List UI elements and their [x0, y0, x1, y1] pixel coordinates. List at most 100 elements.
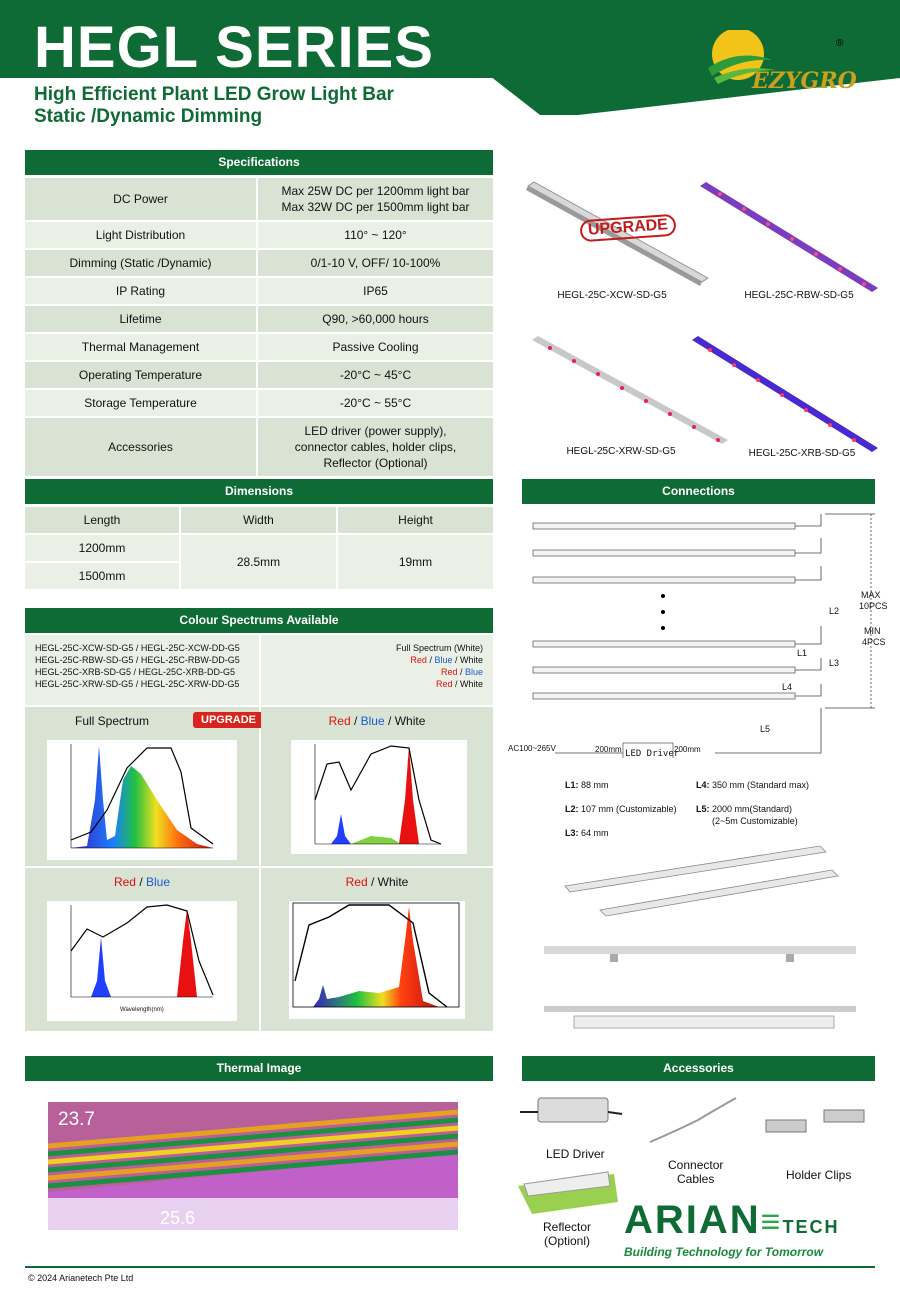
partner-name-part1: ARIAN — [624, 1198, 761, 1242]
legend-l2: L2: 107 mm (Customizable) — [565, 804, 677, 814]
legend-key: L4: — [696, 780, 710, 790]
spec-row-dc-power: DC Power Max 25W DC per 1200mm light bar… — [25, 178, 493, 220]
brand-name: EZYGRO — [752, 68, 857, 94]
spectrum-title: Red / Blue — [113, 875, 171, 889]
legend-l3: L3: 64 mm — [565, 828, 609, 838]
spectrum-name-rw: Red / White — [261, 678, 483, 690]
spectrum-panel-rbw: Red / Blue / White — [261, 707, 493, 866]
accessory-label-reflector: Reflector (Optionl) — [543, 1220, 591, 1248]
footer-copyright: © 2024 Arianetech Pte Ltd — [28, 1273, 134, 1283]
legend-key: L2: — [565, 804, 579, 814]
accessory-label-clips: Holder Clips — [786, 1168, 852, 1182]
spectrum-title: Red / White — [345, 875, 409, 889]
thermal-temp-low: 25.6 — [160, 1208, 196, 1228]
reflector-icon — [518, 1171, 618, 1214]
spec-value: IP65 — [363, 284, 388, 298]
spec-label: IP Rating — [25, 278, 258, 304]
ezygro-logo-icon — [708, 30, 776, 84]
chart-xlabel: Wavelength(nm) — [120, 1007, 164, 1013]
spec-value: -20°C ~ 55°C — [339, 396, 412, 410]
spectrum-chart-rbw — [291, 740, 467, 854]
page-subtitle-line1: High Efficient Plant LED Grow Light Bar — [34, 84, 394, 105]
accessory-label-line: Cables — [677, 1172, 715, 1186]
spectrum-name-rbw: Red / Blue / White — [261, 654, 483, 666]
spec-row-accessories: Accessories LED driver (power supply), c… — [25, 418, 493, 476]
dim-header-width: Width — [181, 507, 336, 533]
spec-value: 0/1-10 V, OFF/ 10-100% — [310, 256, 441, 270]
spec-row-dimming: Dimming (Static /Dynamic) 0/1-10 V, OFF/… — [25, 250, 493, 276]
spec-row-operating-temp: Operating Temperature -20°C ~ 45°C — [25, 362, 493, 388]
legend-l1: L1: 88 mm — [565, 780, 609, 790]
holder-clips-icon — [765, 1109, 865, 1133]
model-item: HEGL-25C-XRB-SD-G5 / HEGL-25C-XRB-DD-G5 — [35, 667, 236, 677]
thermal-image — [48, 1102, 458, 1230]
legend-value: 350 mm (Standard max) — [712, 780, 810, 790]
separator: / — [452, 655, 460, 665]
spec-label: Light Distribution — [25, 222, 258, 248]
spec-value-line: connector cables, holder clips, — [294, 440, 457, 454]
header-wedge — [490, 76, 900, 115]
product-caption: HEGL-25C-XRW-SD-G5 — [566, 446, 676, 457]
specifications-heading: Specifications — [25, 150, 493, 175]
led-driver-box-label: LED Driver — [625, 749, 680, 759]
mounting-illustration — [544, 845, 856, 1029]
spectrum-name-list: Full Spectrum (White) Red / Blue / White… — [261, 635, 493, 705]
spec-label: Operating Temperature — [25, 362, 258, 388]
red-word: Red — [113, 875, 136, 889]
spec-label: Accessories — [25, 418, 258, 476]
accessory-label-line: Reflector — [543, 1220, 592, 1234]
spectrum-name-full: Full Spectrum (White) — [395, 643, 483, 653]
spec-row-storage-temp: Storage Temperature -20°C ~ 55°C — [25, 390, 493, 416]
separator: / — [426, 655, 435, 665]
spec-row-ip-rating: IP Rating IP65 — [25, 278, 493, 304]
dim-width-value: 28.5mm — [181, 535, 336, 589]
spec-row-lifetime: Lifetime Q90, >60,000 hours — [25, 306, 493, 332]
spec-value: 110° ~ 120° — [344, 228, 407, 242]
dimensions-heading: Dimensions — [25, 479, 493, 504]
ac-input-label: AC100~265V — [508, 744, 556, 753]
accessories-heading: Accessories — [522, 1056, 875, 1081]
legend-key: L5: — [696, 804, 710, 814]
separator: / — [457, 667, 465, 677]
product-xrb-image — [692, 336, 878, 452]
segment-length: 200mm — [595, 745, 622, 754]
model-item: HEGL-25C-XRW-SD-G5 / HEGL-25C-XRW-DD-G5 — [35, 679, 240, 689]
spectrum-panel-full: Full Spectrum UPGRADE — [25, 707, 265, 866]
spec-value: -20°C ~ 45°C — [339, 368, 412, 382]
blue-word: Blue — [146, 875, 171, 889]
product-rbw-image — [700, 182, 878, 292]
product-caption: HEGL-25C-XRB-SD-G5 — [748, 448, 856, 459]
spec-row-light-distribution: Light Distribution 110° ~ 120° — [25, 222, 493, 248]
spectrum-chart-rw — [289, 901, 465, 1019]
product-caption: HEGL-25C-XCW-SD-G5 — [557, 290, 667, 301]
model-item: HEGL-25C-XCW-SD-G5 / HEGL-25C-XCW-DD-G5 — [35, 643, 240, 653]
spec-value: Passive Cooling — [332, 340, 419, 354]
spec-label: Thermal Management — [25, 334, 258, 360]
blue-word: Blue — [360, 714, 385, 728]
spec-label: Lifetime — [25, 306, 258, 332]
dim-length-1200: 1200mm — [25, 535, 179, 561]
legend-value: 88 mm — [581, 780, 609, 790]
spectrum-title: Red / Blue / White — [328, 714, 426, 728]
thermal-heading: Thermal Image — [25, 1056, 493, 1081]
colour-spectrums-heading: Colour Spectrums Available — [25, 608, 493, 633]
legend-value: 64 mm — [581, 828, 609, 838]
spec-value: Max 25W DC per 1200mm light bar Max 32W … — [258, 178, 493, 220]
red-word: Red — [435, 679, 453, 689]
led-driver-icon — [520, 1097, 623, 1123]
accessories-illustrations — [518, 1097, 865, 1214]
partner-logo: ARIAN≡TECH — [624, 1198, 840, 1243]
l2-tag: L2 — [829, 606, 840, 616]
spec-label: Dimming (Static /Dynamic) — [25, 250, 258, 276]
thermal-temp-high: 23.7 — [58, 1109, 95, 1130]
model-item: HEGL-25C-RBW-SD-G5 / HEGL-25C-RBW-DD-G5 — [35, 655, 240, 665]
dim-header-height: Height — [338, 507, 493, 533]
product-images — [526, 181, 878, 452]
accessory-label-driver: LED Driver — [546, 1147, 605, 1161]
dim-height-value: 19mm — [338, 535, 493, 589]
spec-value-line: LED driver (power supply), — [304, 424, 447, 438]
legend-value: 107 mm (Customizable) — [581, 804, 677, 814]
partner-e-icon: ≡ — [760, 1203, 783, 1241]
connection-diagram — [532, 513, 875, 758]
spec-label: Storage Temperature — [25, 390, 258, 416]
